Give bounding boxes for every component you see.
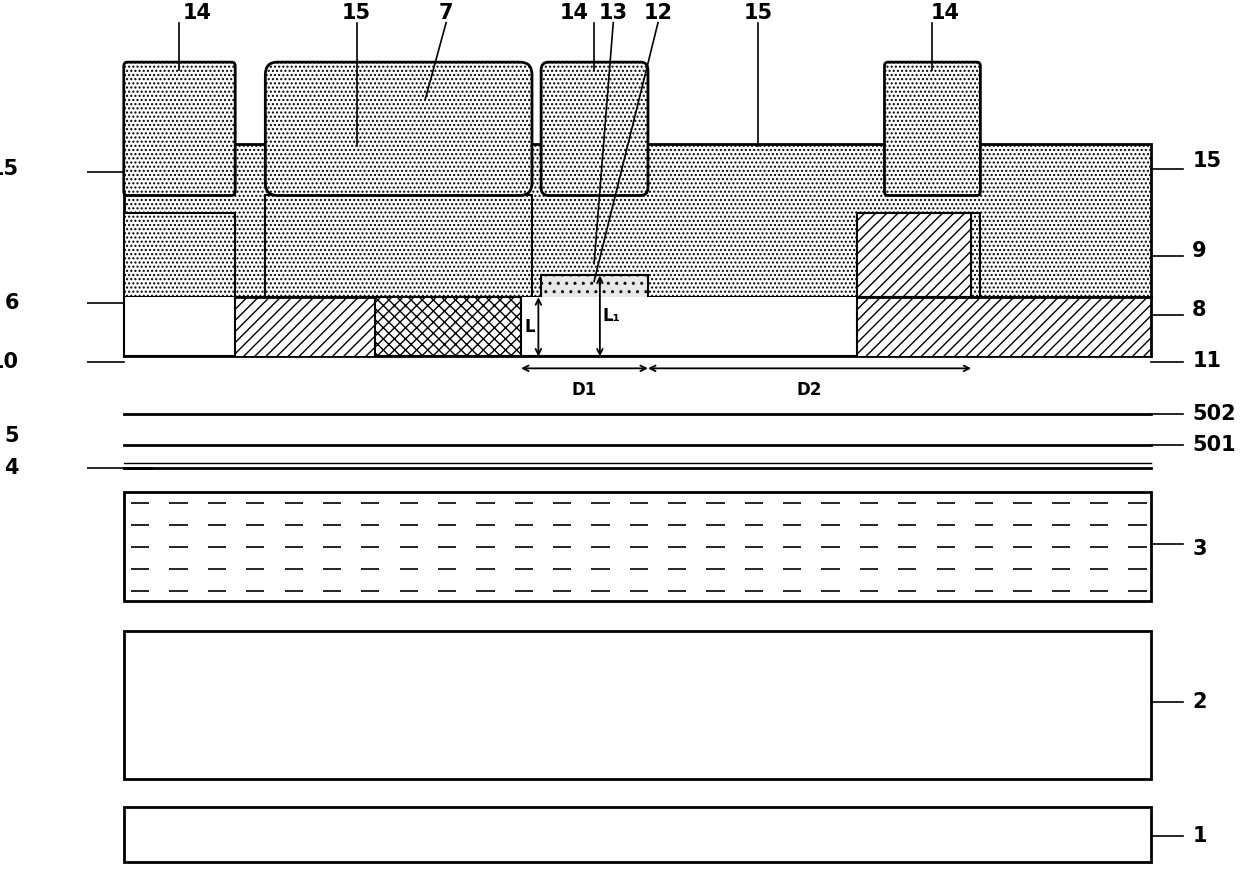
Text: 9: 9 <box>1192 241 1207 260</box>
FancyBboxPatch shape <box>541 62 649 195</box>
Text: 10: 10 <box>0 352 19 373</box>
Bar <box>124 298 236 357</box>
Bar <box>124 144 1151 298</box>
Bar <box>541 275 649 298</box>
Bar <box>541 275 649 357</box>
Text: 15: 15 <box>1192 151 1221 171</box>
Bar <box>265 195 532 298</box>
Text: 5: 5 <box>4 426 19 446</box>
FancyBboxPatch shape <box>265 62 532 195</box>
Bar <box>124 492 1151 601</box>
Text: 12: 12 <box>644 3 672 23</box>
Text: D2: D2 <box>797 381 822 399</box>
Text: 501: 501 <box>1192 435 1236 456</box>
Bar <box>884 214 981 298</box>
Bar <box>124 807 1151 863</box>
Bar <box>124 298 1151 357</box>
Text: 14: 14 <box>559 3 589 23</box>
Text: 7: 7 <box>439 3 454 23</box>
Text: 13: 13 <box>599 3 627 23</box>
FancyBboxPatch shape <box>124 62 236 195</box>
Bar <box>521 298 857 357</box>
Text: 14: 14 <box>931 3 960 23</box>
Text: 15: 15 <box>0 159 19 179</box>
Text: 4: 4 <box>4 458 19 478</box>
Text: 502: 502 <box>1192 404 1236 424</box>
Text: 15: 15 <box>744 3 773 23</box>
Text: 6: 6 <box>4 293 19 313</box>
Text: 2: 2 <box>1192 692 1207 713</box>
Text: D1: D1 <box>572 381 598 399</box>
Text: 3: 3 <box>1192 540 1207 559</box>
Bar <box>857 214 971 298</box>
Bar <box>124 631 1151 780</box>
Text: L₁: L₁ <box>603 307 620 325</box>
Text: 14: 14 <box>182 3 211 23</box>
Text: L: L <box>525 318 534 336</box>
Text: 8: 8 <box>1192 300 1207 320</box>
Bar <box>374 298 521 357</box>
FancyBboxPatch shape <box>884 62 981 195</box>
Bar <box>124 214 236 298</box>
Text: 15: 15 <box>342 3 371 23</box>
Text: 1: 1 <box>1192 826 1207 846</box>
Bar <box>857 214 971 298</box>
Text: 11: 11 <box>1192 351 1221 372</box>
